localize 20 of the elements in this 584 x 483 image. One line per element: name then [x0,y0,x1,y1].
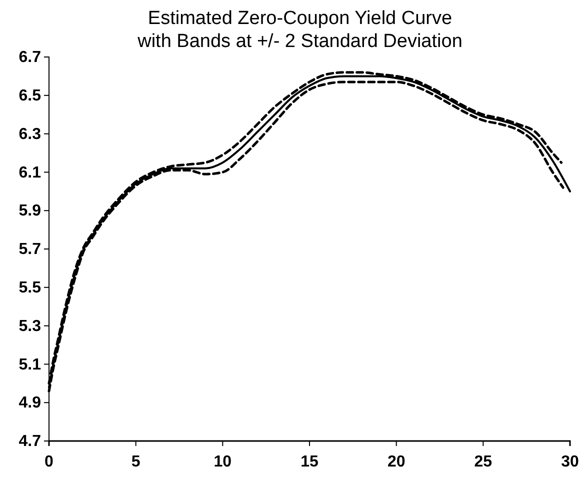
x-tick-label: 15 [300,454,318,471]
y-tick-label: 6.5 [18,88,42,105]
y-tick-label: 4.9 [18,394,42,412]
y-tick-label: 4.7 [18,433,42,450]
y-tick-label: 6.1 [18,164,42,182]
y-tick-label: 5.3 [18,318,42,335]
y-tick-label: 5.7 [18,241,42,258]
x-tick-label: 10 [214,454,232,471]
y-tick-label: 6.3 [18,126,42,143]
x-tick-label: 25 [474,454,492,471]
x-tick-label: 5 [131,454,140,471]
chart-subtitle: with Bands at +/- 2 Standard Deviation [136,31,462,52]
chart-title: Estimated Zero-Coupon Yield Curve [148,8,452,29]
y-tick-label: 6.7 [18,49,42,66]
y-tick-label: 5.5 [18,280,42,297]
x-tick-label: 20 [387,454,406,471]
x-tick-label: 0 [44,454,54,471]
x-tick-label: 30 [561,454,579,471]
y-tick-label: 5.1 [18,356,42,374]
y-tick-label: 5.9 [18,202,42,220]
